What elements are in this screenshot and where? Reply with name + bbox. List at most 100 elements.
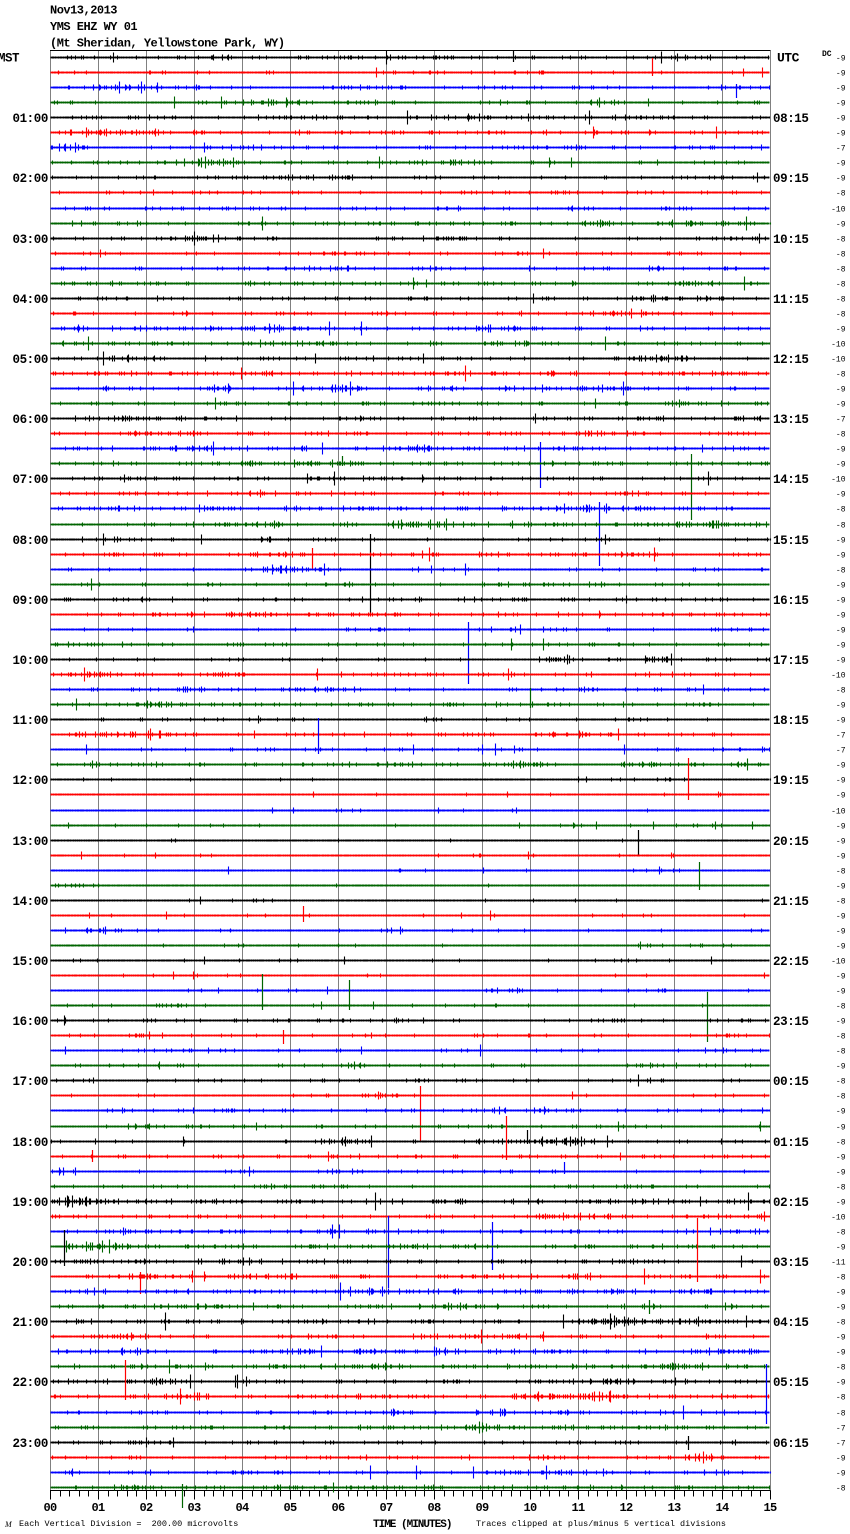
svg-text:-11: -11: [831, 1259, 846, 1268]
svg-text:-10: -10: [831, 808, 846, 817]
svg-text:-9: -9: [836, 612, 846, 621]
svg-text:-9: -9: [836, 883, 846, 892]
svg-text:13:15: 13:15: [773, 413, 809, 427]
svg-text:-9: -9: [836, 1018, 846, 1027]
svg-text:21:15: 21:15: [773, 895, 809, 909]
svg-text:-9: -9: [836, 175, 846, 184]
svg-text:-7: -7: [836, 732, 846, 741]
svg-text:02:00: 02:00: [12, 172, 48, 186]
svg-text:03: 03: [187, 1501, 201, 1515]
svg-text:-8: -8: [836, 868, 846, 877]
svg-text:-7: -7: [836, 145, 846, 154]
svg-text:YMS EHZ WY 01: YMS EHZ WY 01: [50, 20, 137, 34]
svg-text:-9: -9: [836, 627, 846, 636]
svg-text:-8: -8: [836, 1048, 846, 1057]
svg-text:-9: -9: [836, 988, 846, 997]
svg-text:Traces clipped at plus/minus 5: Traces clipped at plus/minus 5 vertical …: [476, 1519, 726, 1529]
svg-text:10:15: 10:15: [773, 233, 809, 247]
svg-text:01:15: 01:15: [773, 1136, 809, 1150]
svg-text:-9: -9: [836, 70, 846, 79]
svg-text:17:00: 17:00: [12, 1075, 48, 1089]
svg-text:-8: -8: [836, 1093, 846, 1102]
svg-text:07: 07: [379, 1501, 393, 1515]
svg-text:-9: -9: [836, 552, 846, 561]
svg-text:-9: -9: [836, 1063, 846, 1072]
svg-text:-9: -9: [836, 1244, 846, 1253]
svg-text:-7: -7: [836, 747, 846, 756]
svg-text:-8: -8: [836, 371, 846, 380]
svg-text:-9: -9: [836, 1199, 846, 1208]
svg-text:-8: -8: [836, 1033, 846, 1042]
svg-text:18:15: 18:15: [773, 714, 809, 728]
svg-text:09:15: 09:15: [773, 172, 809, 186]
svg-text:-10: -10: [831, 206, 846, 215]
svg-text:19:00: 19:00: [12, 1196, 48, 1210]
svg-text:23:15: 23:15: [773, 1015, 809, 1029]
svg-text:-10: -10: [831, 356, 846, 365]
svg-text:09: 09: [475, 1501, 489, 1515]
svg-text:-9: -9: [836, 446, 846, 455]
svg-text:-9: -9: [836, 1334, 846, 1343]
svg-text:-9: -9: [836, 1169, 846, 1178]
svg-text:22:15: 22:15: [773, 955, 809, 969]
svg-text:11:15: 11:15: [773, 293, 809, 307]
svg-text:05:15: 05:15: [773, 1376, 809, 1390]
svg-text:-9: -9: [836, 1349, 846, 1358]
svg-text:10: 10: [523, 1501, 537, 1515]
svg-text:-8: -8: [836, 1485, 846, 1494]
svg-text:-8: -8: [836, 522, 846, 531]
svg-text:-9: -9: [836, 130, 846, 139]
svg-text:-9: -9: [836, 1304, 846, 1313]
svg-text:-8: -8: [836, 567, 846, 576]
svg-text:09:00: 09:00: [12, 594, 48, 608]
svg-text:MST: MST: [0, 52, 20, 66]
svg-text:-9: -9: [836, 853, 846, 862]
svg-text:-8: -8: [836, 1229, 846, 1238]
svg-text:-9: -9: [836, 160, 846, 169]
svg-text:-9: -9: [836, 582, 846, 591]
svg-text:-8: -8: [836, 506, 846, 515]
svg-text:-9: -9: [836, 1154, 846, 1163]
svg-text:04:15: 04:15: [773, 1316, 809, 1330]
svg-text:-9: -9: [836, 792, 846, 801]
svg-text:-8: -8: [836, 1078, 846, 1087]
svg-text:TIME (MINUTES): TIME (MINUTES): [373, 1519, 451, 1531]
svg-text:DC: DC: [822, 50, 832, 59]
svg-text:14:15: 14:15: [773, 473, 809, 487]
svg-text:13: 13: [667, 1501, 681, 1515]
svg-text:-9: -9: [836, 762, 846, 771]
svg-text:08:00: 08:00: [12, 534, 48, 548]
svg-text:-9: -9: [836, 461, 846, 470]
svg-text:11:00: 11:00: [12, 714, 48, 728]
svg-text:-9: -9: [836, 642, 846, 651]
svg-text:Each Vertical Division = 200.: Each Vertical Division = 200.00 microvol…: [19, 1519, 238, 1529]
svg-text:11: 11: [571, 1501, 585, 1515]
svg-text:M: M: [4, 1520, 13, 1529]
svg-text:-9: -9: [836, 973, 846, 982]
svg-text:-9: -9: [836, 1124, 846, 1133]
svg-text:-8: -8: [836, 296, 846, 305]
svg-text:19:15: 19:15: [773, 774, 809, 788]
svg-text:-10: -10: [831, 341, 846, 350]
svg-text:02:15: 02:15: [773, 1196, 809, 1210]
svg-text:10:00: 10:00: [12, 654, 48, 668]
svg-text:15: 15: [763, 1501, 777, 1515]
svg-text:-9: -9: [836, 491, 846, 500]
svg-text:Nov13,2013: Nov13,2013: [50, 4, 117, 18]
svg-text:08:15: 08:15: [773, 112, 809, 126]
svg-text:15:15: 15:15: [773, 534, 809, 548]
svg-text:-8: -8: [836, 1274, 846, 1283]
svg-text:-8: -8: [836, 190, 846, 199]
svg-text:-9: -9: [836, 717, 846, 726]
svg-text:21:00: 21:00: [12, 1316, 48, 1330]
svg-text:22:00: 22:00: [12, 1376, 48, 1390]
svg-text:-9: -9: [836, 100, 846, 109]
svg-text:-8: -8: [836, 687, 846, 696]
svg-text:-7: -7: [836, 1425, 846, 1434]
svg-text:-8: -8: [836, 251, 846, 260]
svg-text:-10: -10: [831, 672, 846, 681]
svg-text:18:00: 18:00: [12, 1136, 48, 1150]
svg-text:-7: -7: [836, 416, 846, 425]
svg-text:05:00: 05:00: [12, 353, 48, 367]
svg-text:-9: -9: [836, 1108, 846, 1117]
